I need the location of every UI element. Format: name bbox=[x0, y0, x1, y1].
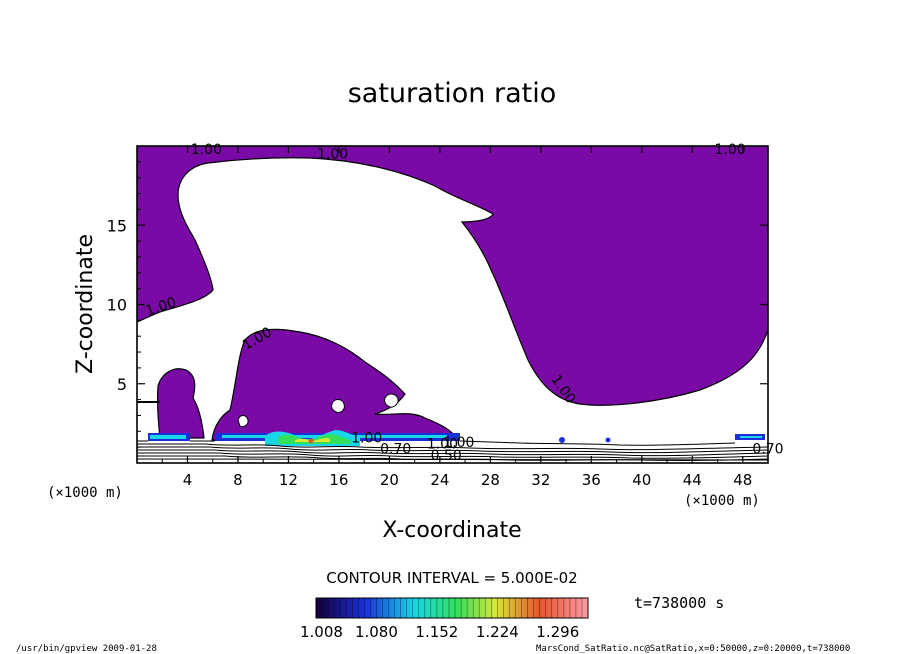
x-tick-label: 4 bbox=[183, 471, 193, 489]
x-tick-label: 20 bbox=[380, 471, 399, 489]
contour-label: 1.00 bbox=[317, 147, 348, 163]
contour-interval-text: CONTOUR INTERVAL = 5.000E-02 bbox=[326, 569, 577, 587]
footer-left: /usr/bin/gpview 2009-01-28 bbox=[16, 644, 157, 654]
cloud-hole bbox=[237, 415, 249, 428]
colorbar-tick-label: 1.224 bbox=[476, 623, 519, 641]
x-tick-label: 16 bbox=[329, 471, 348, 489]
colorbar-tick-label: 1.080 bbox=[355, 623, 398, 641]
x-unit-label-right: (×1000 m) bbox=[684, 493, 760, 509]
x-tick-label: 8 bbox=[233, 471, 243, 489]
colorbar-tick-label: 1.008 bbox=[300, 623, 343, 641]
x-tick-label: 48 bbox=[733, 471, 752, 489]
x-unit-label-left: (×1000 m) bbox=[47, 485, 123, 501]
supersat-surface-band bbox=[148, 430, 765, 446]
contour-label: 0.50 bbox=[431, 448, 462, 464]
colorbar-stripes bbox=[321, 598, 583, 618]
y-tick-label: 10 bbox=[107, 296, 127, 315]
cloud-hole bbox=[384, 393, 399, 408]
footer-right: MarsCond_SatRatio.nc@SatRatio,x=0:50000,… bbox=[536, 644, 850, 654]
x-tick-label: 24 bbox=[430, 471, 449, 489]
supersat-region-mid bbox=[211, 328, 460, 441]
contour-label: 1.00 bbox=[427, 437, 458, 453]
y-axis-label: Z-coordinate bbox=[73, 234, 98, 374]
x-axis: 4 8 12 16 20 24 28 32 36 40 44 48 bbox=[161, 146, 752, 489]
chart-title: saturation ratio bbox=[348, 78, 557, 109]
y-tick-label: 5 bbox=[117, 375, 127, 394]
x-axis-label: X-coordinate bbox=[382, 518, 521, 543]
supersat-region-left bbox=[157, 368, 205, 439]
colorbar-tick-label: 1.296 bbox=[536, 623, 579, 641]
colorbar-tick-labels: 1.008 1.080 1.152 1.224 1.296 bbox=[300, 623, 579, 641]
colorbar: 1.008 1.080 1.152 1.224 1.296 bbox=[300, 597, 589, 641]
time-label: t=738000 s bbox=[634, 594, 724, 612]
x-tick-label: 12 bbox=[279, 471, 298, 489]
colorbar-gradient bbox=[315, 597, 589, 619]
y-tick-label: 15 bbox=[107, 216, 127, 235]
contour-label: 0.70 bbox=[380, 441, 411, 457]
x-tick-label: 44 bbox=[683, 471, 702, 489]
plot-area bbox=[137, 146, 768, 461]
x-tick-label: 40 bbox=[632, 471, 651, 489]
x-tick-label: 32 bbox=[531, 471, 550, 489]
y-axis: 5 10 15 bbox=[107, 161, 768, 448]
colorbar-tick-label: 1.152 bbox=[415, 623, 458, 641]
x-tick-label: 28 bbox=[481, 471, 500, 489]
surface-contours bbox=[137, 440, 768, 461]
contour-label: 1.00 bbox=[715, 142, 746, 158]
contour-label: 1.00 bbox=[191, 142, 222, 158]
cloud-hole bbox=[331, 399, 345, 413]
contour-label: 1.00 bbox=[351, 430, 382, 446]
supersat-region-upper bbox=[137, 146, 768, 406]
x-tick-label: 36 bbox=[582, 471, 601, 489]
contour-label: 1.00 bbox=[443, 435, 474, 451]
